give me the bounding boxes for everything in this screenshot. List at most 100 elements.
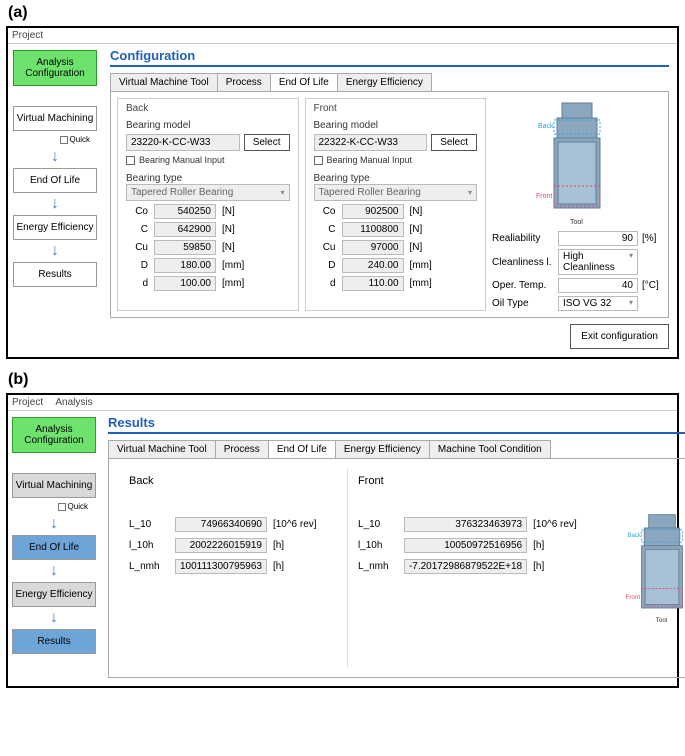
exit-configuration-button[interactable]: Exit configuration xyxy=(570,324,669,349)
tool-image: Back Front Tool xyxy=(492,98,662,228)
param-lbl: d xyxy=(314,278,336,289)
param-unit: [N] xyxy=(222,206,235,217)
param-val[interactable]: 180.00 xyxy=(154,258,216,273)
sidebar-results[interactable]: Results xyxy=(12,629,96,654)
reliability-input[interactable]: 90 xyxy=(558,231,638,246)
sidebar-virtual-machining[interactable]: Virtual Machining xyxy=(13,106,97,131)
param-unit: [N] xyxy=(410,224,423,235)
tab-vmt[interactable]: Virtual Machine Tool xyxy=(108,440,216,458)
param-lbl: Co xyxy=(314,206,336,217)
svg-text:Front: Front xyxy=(536,193,552,200)
select-button-back[interactable]: Select xyxy=(244,134,290,151)
manual-input-front[interactable]: Bearing Manual Input xyxy=(314,155,478,165)
result-val: -7.20172986879522E+18 xyxy=(404,559,527,574)
param-unit: [mm] xyxy=(222,260,244,271)
reliability-unit: [%] xyxy=(642,233,662,244)
result-unit: [h] xyxy=(533,540,589,551)
tab-process[interactable]: Process xyxy=(217,73,271,91)
result-lbl: l_10h xyxy=(129,540,169,551)
temp-input[interactable]: 40 xyxy=(558,278,638,293)
manual-input-back[interactable]: Bearing Manual Input xyxy=(126,155,290,165)
result-lbl: l_10h xyxy=(358,540,398,551)
legend-front: Front xyxy=(314,103,478,114)
svg-text:Tool: Tool xyxy=(656,617,667,624)
param-val[interactable]: 59850 xyxy=(154,240,216,255)
sidebar-analysis-config[interactable]: Analysis Configuration xyxy=(12,417,96,453)
quick-checkbox[interactable]: Quick xyxy=(60,135,90,144)
sidebar-results[interactable]: Results xyxy=(13,262,97,287)
param-val[interactable]: 100.00 xyxy=(154,276,216,291)
sidebar-virtual-machining[interactable]: Virtual Machining xyxy=(12,473,96,498)
menu-analysis[interactable]: Analysis xyxy=(55,397,92,408)
cleanliness-select[interactable]: High Cleanliness▾ xyxy=(558,249,638,275)
tool-image: Back Front Tool xyxy=(607,469,685,667)
tab-process[interactable]: Process xyxy=(215,440,269,458)
result-lbl: L_10 xyxy=(358,519,398,530)
sidebar-energy-efficiency[interactable]: Energy Efficiency xyxy=(12,582,96,607)
result-lbl: L_nmh xyxy=(358,561,398,572)
sidebar-end-of-life[interactable]: End Of Life xyxy=(12,535,96,560)
results-front: Front L_10 376323463973 [10^6 rev] l_10h 10… xyxy=(347,469,599,667)
param-val[interactable]: 110.00 xyxy=(342,276,404,291)
result-unit: [h] xyxy=(273,561,329,572)
bearing-type-select-back[interactable]: Tapered Roller Bearing▾ xyxy=(126,184,290,201)
bearing-type-label: Bearing type xyxy=(314,173,478,184)
chevron-down-icon: ▾ xyxy=(280,188,284,197)
tab-eol[interactable]: End Of Life xyxy=(270,73,338,91)
param-val[interactable]: 902500 xyxy=(342,204,404,219)
tab-vmt[interactable]: Virtual Machine Tool xyxy=(110,73,218,91)
arrow-icon: ↓ xyxy=(50,517,58,531)
results-content: Back L_10 74966340690 [10^6 rev] l_10h 2002… xyxy=(108,458,685,678)
tab-ee[interactable]: Energy Efficiency xyxy=(335,440,430,458)
param-val[interactable]: 642900 xyxy=(154,222,216,237)
menu-project[interactable]: Project xyxy=(12,397,43,408)
temp-label: Oper. Temp. xyxy=(492,280,554,291)
sidebar-a: Analysis Configuration Virtual Machining… xyxy=(8,44,102,357)
result-val: 2002226015919 xyxy=(175,538,267,553)
result-val: 74966340690 xyxy=(175,517,267,532)
svg-text:Tool: Tool xyxy=(570,219,583,226)
menu-project[interactable]: Project xyxy=(12,30,43,41)
param-val[interactable]: 1100800 xyxy=(342,222,404,237)
param-val[interactable]: 540250 xyxy=(154,204,216,219)
result-val: 376323463973 xyxy=(404,517,527,532)
param-val[interactable]: 240.00 xyxy=(342,258,404,273)
bearing-type-select-front[interactable]: Tapered Roller Bearing▾ xyxy=(314,184,478,201)
tab-row-b: Virtual Machine Tool Process End Of Life… xyxy=(108,440,685,458)
quick-checkbox[interactable]: Quick xyxy=(58,502,88,511)
chevron-down-icon: ▾ xyxy=(629,251,633,273)
select-button-front[interactable]: Select xyxy=(431,134,477,151)
param-lbl: D xyxy=(314,260,336,271)
result-unit: [10^6 rev] xyxy=(273,519,329,530)
param-unit: [mm] xyxy=(410,278,432,289)
arrow-icon: ↓ xyxy=(51,150,59,164)
fieldset-front: Front Bearing model 22322-K-CC-W33 Selec… xyxy=(305,98,487,311)
result-val: 100111300795963 xyxy=(175,559,267,574)
bearing-model-input-front[interactable]: 22322-K-CC-W33 xyxy=(314,134,428,151)
fieldset-back: Back Bearing model 23220-K-CC-W33 Select… xyxy=(117,98,299,311)
result-unit: [10^6 rev] xyxy=(533,519,589,530)
param-lbl: Co xyxy=(126,206,148,217)
result-lbl: L_nmh xyxy=(129,561,169,572)
arrow-icon: ↓ xyxy=(51,244,59,258)
result-unit: [h] xyxy=(273,540,329,551)
oil-select[interactable]: ISO VG 32▾ xyxy=(558,296,638,311)
result-lbl: L_10 xyxy=(129,519,169,530)
sidebar-end-of-life[interactable]: End Of Life xyxy=(13,168,97,193)
param-unit: [N] xyxy=(410,206,423,217)
result-val: 10050972516956 xyxy=(404,538,527,553)
bearing-model-input-back[interactable]: 23220-K-CC-W33 xyxy=(126,134,240,151)
sidebar-energy-efficiency[interactable]: Energy Efficiency xyxy=(13,215,97,240)
tab-eol[interactable]: End Of Life xyxy=(268,440,336,458)
results-front-title: Front xyxy=(358,475,589,487)
temp-unit: [°C] xyxy=(642,280,662,291)
legend-back: Back xyxy=(126,103,290,114)
sidebar-analysis-config[interactable]: Analysis Configuration xyxy=(13,50,97,86)
bearing-model-label: Bearing model xyxy=(126,120,290,131)
tab-ee[interactable]: Energy Efficiency xyxy=(337,73,432,91)
param-val[interactable]: 97000 xyxy=(342,240,404,255)
results-back-title: Back xyxy=(129,475,329,487)
param-lbl: d xyxy=(126,278,148,289)
param-lbl: C xyxy=(126,224,148,235)
tab-mtc[interactable]: Machine Tool Condition xyxy=(429,440,551,458)
